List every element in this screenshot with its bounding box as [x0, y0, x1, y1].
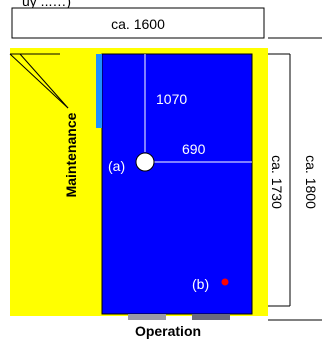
operation-label: Operation	[135, 323, 201, 339]
point-a-label: (a)	[108, 158, 125, 174]
height-inner-label: ca. 1730	[269, 155, 285, 209]
cabinet-body	[101, 53, 253, 315]
corner-line-diagonal-2	[19, 53, 69, 109]
foot-left	[128, 314, 166, 320]
header-partial-text: uy ...…)	[22, 0, 71, 9]
width-dimension-box	[11, 7, 265, 39]
height-outer-label: ca. 1800	[303, 155, 319, 209]
point-b-label: (b)	[192, 276, 209, 292]
point-a-marker	[135, 152, 155, 172]
corner-line-diagonal-1	[9, 53, 69, 109]
width-top-label: ca. 1600	[111, 16, 165, 32]
maintenance-label: Maintenance	[63, 112, 79, 197]
depth-1070-label: 1070	[156, 91, 187, 107]
width-690-label: 690	[182, 141, 206, 157]
accent-strip	[96, 54, 102, 128]
point-b-marker	[221, 278, 229, 286]
foot-right	[192, 314, 230, 320]
